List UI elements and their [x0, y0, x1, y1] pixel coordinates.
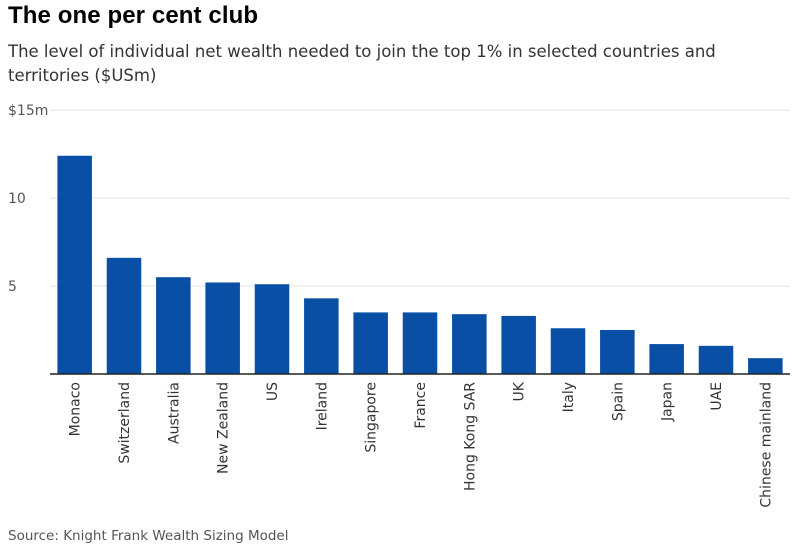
bar-hong-kong-sar	[452, 314, 487, 374]
x-tick-label: Monaco	[68, 382, 84, 436]
x-tick-label: US	[265, 382, 281, 401]
bar-monaco	[57, 155, 92, 374]
source-note: Source: Knight Frank Wealth Sizing Model	[8, 528, 289, 544]
x-tick-label: Italy	[561, 382, 577, 412]
x-tick-label: Hong Kong SAR	[462, 382, 478, 491]
bar-chinese-mainland	[748, 358, 783, 374]
bar-switzerland	[106, 257, 142, 374]
y-tick-label: 5	[8, 279, 17, 295]
x-tick-label: Chinese mainland	[758, 382, 774, 508]
bar-new-zealand	[205, 282, 240, 374]
bar-ireland	[304, 298, 339, 374]
y-axis-ticks: 5 10 $15m	[8, 103, 48, 295]
chart-title: The one per cent club	[8, 2, 259, 29]
x-tick-label: Spain	[610, 382, 626, 421]
x-tick-label: UAE	[709, 382, 725, 411]
bar-australia	[156, 277, 191, 374]
x-tick-label: Singapore	[364, 382, 380, 453]
bar-singapore	[353, 312, 388, 374]
bar-italy	[550, 328, 586, 374]
bar-uae	[698, 345, 734, 374]
y-tick-label: 10	[8, 191, 26, 207]
bar-chart: 5 10 $15m Monaco Switzerland Australia New Ze…	[8, 103, 790, 508]
bar-us	[254, 284, 290, 374]
bar-uk	[501, 315, 536, 374]
chart-subtitle: The level of individual net wealth neede…	[8, 42, 716, 85]
x-tick-label: Australia	[166, 382, 182, 444]
x-tick-label: Japan	[660, 382, 676, 422]
x-tick-label: France	[413, 382, 429, 429]
gridlines	[50, 109, 790, 287]
bar-france	[402, 312, 438, 374]
x-tick-label: New Zealand	[216, 382, 232, 474]
x-tick-label: UK	[512, 381, 528, 401]
bars	[57, 155, 783, 374]
x-axis-labels: Monaco Switzerland Australia New Zealand US I…	[68, 381, 775, 507]
x-tick-label: Ireland	[314, 382, 330, 430]
y-tick-label: $15m	[8, 103, 48, 119]
bar-japan	[649, 344, 684, 374]
bar-spain	[600, 330, 635, 374]
x-tick-label: Switzerland	[117, 382, 133, 464]
